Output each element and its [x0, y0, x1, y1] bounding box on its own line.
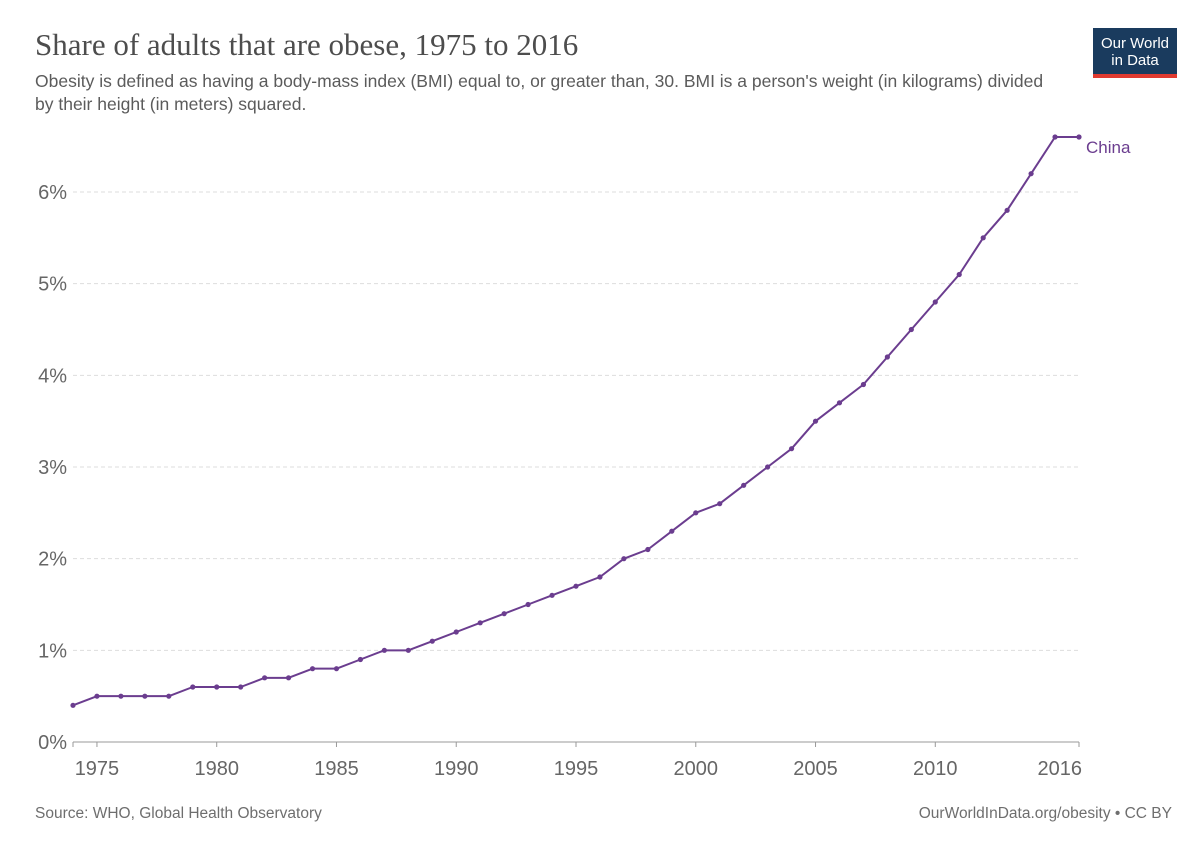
data-point — [788, 446, 795, 452]
data-point — [1076, 134, 1082, 140]
data-point — [142, 693, 148, 699]
license-note[interactable]: OurWorldInData.org/obesity • CC BY — [918, 805, 1172, 822]
x-tick-label: 1985 — [314, 758, 359, 780]
data-point — [765, 464, 771, 470]
data-point — [860, 381, 867, 388]
data-point — [357, 656, 364, 663]
data-point — [980, 235, 986, 241]
owid-logo[interactable]: Our World in Data — [1093, 28, 1177, 78]
data-point — [836, 400, 843, 406]
data-point — [621, 556, 627, 562]
data-point — [525, 601, 531, 608]
data-point — [908, 326, 914, 333]
series-label: China — [1086, 138, 1131, 157]
data-point — [597, 574, 603, 580]
data-point — [309, 666, 316, 672]
data-point — [285, 675, 292, 681]
data-point — [214, 684, 220, 690]
data-point — [1028, 171, 1034, 177]
data-point — [70, 702, 76, 708]
x-tick-label: 1990 — [434, 758, 479, 780]
data-point — [166, 693, 172, 699]
x-tick-label: 2005 — [793, 758, 838, 780]
y-tick-label: 1% — [38, 640, 67, 662]
data-point — [932, 299, 938, 305]
data-point — [1004, 207, 1010, 213]
x-tick-label: 2016 — [1038, 758, 1083, 780]
y-tick-label: 6% — [38, 182, 67, 204]
x-tick-label: 2000 — [674, 758, 719, 780]
y-tick-label: 3% — [38, 457, 67, 479]
data-point — [1052, 134, 1058, 140]
y-tick-label: 5% — [38, 274, 67, 296]
source-note[interactable]: Source: WHO, Global Health Observatory — [35, 805, 322, 822]
data-point — [238, 684, 244, 690]
data-point — [405, 647, 411, 653]
data-point — [477, 620, 483, 626]
data-point — [429, 638, 435, 644]
y-tick-label: 4% — [38, 365, 67, 387]
data-point — [262, 675, 268, 681]
logo-line-2: in Data — [1111, 52, 1159, 69]
data-point — [645, 546, 651, 553]
data-point — [549, 592, 555, 598]
data-point — [94, 693, 100, 699]
x-tick-label: 1975 — [75, 758, 120, 780]
chart-title: Share of adults that are obese, 1975 to … — [35, 27, 579, 62]
data-point — [669, 528, 675, 534]
chart-subtitle: Obesity is defined as having a body-mass… — [35, 71, 1044, 114]
x-tick-label: 1980 — [194, 758, 239, 780]
data-point — [118, 693, 124, 699]
data-point — [501, 611, 507, 617]
data-point — [333, 666, 340, 672]
y-tick-label: 0% — [38, 732, 67, 754]
data-point — [884, 354, 890, 360]
data-point — [717, 501, 723, 507]
data-point — [453, 629, 459, 635]
data-point — [956, 271, 962, 278]
logo-line-1: Our World — [1100, 35, 1170, 52]
x-tick-label: 2010 — [913, 758, 958, 780]
data-point — [812, 418, 819, 424]
y-tick-label: 2% — [38, 549, 67, 571]
series-line-china — [72, 136, 1079, 707]
x-tick-label: 1995 — [554, 758, 599, 780]
data-point — [573, 583, 579, 589]
data-point — [381, 647, 387, 653]
data-point — [741, 482, 747, 488]
data-point — [190, 684, 196, 690]
data-point — [693, 510, 699, 516]
